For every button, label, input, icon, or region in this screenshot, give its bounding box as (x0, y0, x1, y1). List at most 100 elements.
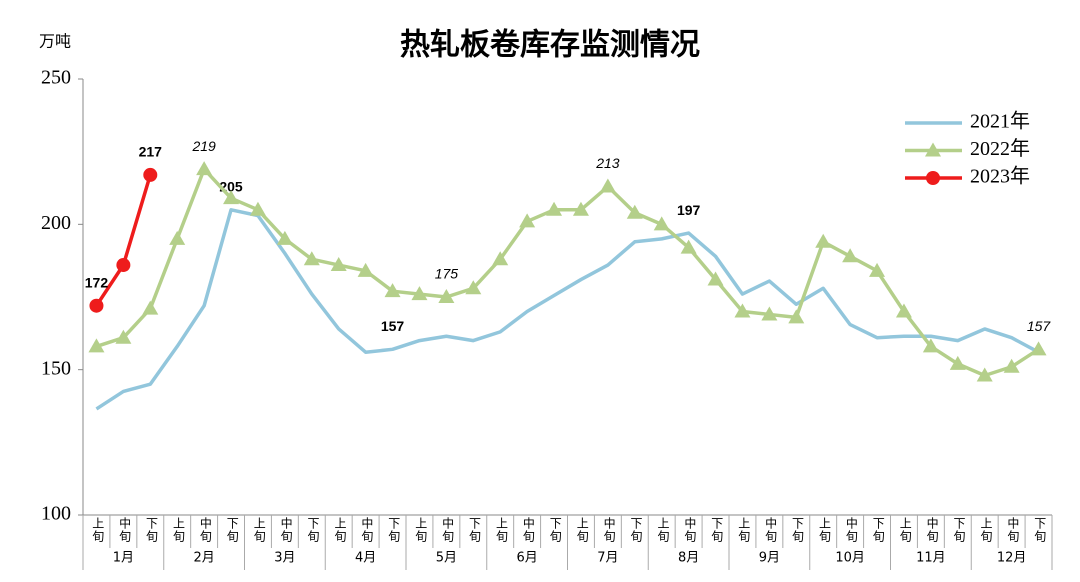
x-tick-label: 中旬 (360, 516, 374, 543)
point-marker (653, 216, 670, 231)
point-marker (1030, 341, 1047, 356)
x-tick-label: 下旬 (548, 517, 562, 543)
point-marker (249, 201, 266, 216)
data-label: 213 (595, 155, 620, 171)
point-marker (276, 230, 293, 245)
x-tick-label: 中旬 (198, 516, 212, 543)
x-tick-label: 下旬 (387, 517, 401, 543)
point-marker (926, 171, 940, 185)
y-tick-label: 100 (41, 503, 71, 525)
point-marker (88, 338, 105, 353)
data-label: 157 (1027, 318, 1052, 334)
x-tick-label: 下旬 (871, 517, 885, 543)
x-tick-label: 上旬 (91, 517, 105, 543)
point-marker (976, 367, 993, 382)
y-unit: 万吨 (39, 32, 71, 51)
point-marker (572, 201, 589, 216)
x-tick-label: 上旬 (737, 517, 751, 543)
month-label: 12月 (997, 551, 1027, 566)
x-tick-label: 下旬 (952, 517, 966, 543)
x-tick-label: 中旬 (441, 516, 455, 543)
x-tick-label: 中旬 (925, 516, 939, 543)
y-tick-label: 200 (41, 212, 71, 234)
x-tick-label: 中旬 (1006, 516, 1020, 543)
month-label: 11月 (916, 551, 946, 566)
point-marker (869, 262, 886, 277)
x-tick-label: 上旬 (252, 517, 266, 543)
month-label: 9月 (759, 551, 780, 566)
legend-label: 2022年 (970, 137, 1030, 160)
y-tick-label: 250 (41, 67, 71, 89)
point-marker (546, 201, 563, 216)
x-tick-label: 下旬 (225, 517, 239, 543)
x-tick-label: 下旬 (710, 517, 724, 543)
x-tick-label: 上旬 (414, 517, 428, 543)
point-marker (89, 298, 104, 313)
x-tick-label: 上旬 (575, 517, 589, 543)
month-label: 2月 (193, 551, 214, 566)
month-label: 8月 (678, 551, 699, 566)
point-marker (949, 355, 966, 370)
point-marker (303, 251, 320, 266)
month-label: 7月 (597, 551, 618, 566)
x-tick-label: 中旬 (844, 516, 858, 543)
point-marker (922, 338, 939, 353)
point-marker (143, 167, 158, 182)
point-marker (492, 251, 509, 266)
point-marker (761, 306, 778, 321)
point-marker (115, 329, 132, 344)
point-marker (842, 248, 859, 263)
x-tick-label: 中旬 (118, 516, 132, 543)
x-tick-label: 中旬 (764, 516, 778, 543)
x-tick-label: 上旬 (171, 517, 185, 543)
month-label: 1月 (113, 551, 134, 566)
point-marker (815, 233, 832, 248)
point-marker (142, 300, 159, 315)
series-line (95, 208, 1040, 411)
data-label: 217 (139, 144, 163, 160)
point-marker (734, 303, 751, 318)
x-tick-label: 中旬 (279, 516, 293, 543)
month-label: 5月 (436, 551, 457, 566)
point-marker (411, 286, 428, 301)
x-tick-label: 下旬 (629, 517, 643, 543)
point-marker (465, 280, 482, 295)
chart-title: 热轧板卷库存监测情况 (400, 28, 700, 63)
month-label: 3月 (274, 551, 295, 566)
data-label: 175 (435, 266, 459, 282)
month-label: 10月 (835, 551, 865, 566)
data-label: 219 (191, 138, 216, 154)
point-marker (169, 230, 186, 245)
point-marker (707, 271, 724, 286)
point-marker (925, 142, 941, 157)
point-marker (1003, 358, 1020, 373)
month-label: 4月 (355, 551, 376, 566)
data-label: 197 (677, 202, 701, 218)
x-tick-label: 下旬 (145, 517, 159, 543)
x-tick-label: 下旬 (468, 517, 482, 543)
point-marker (357, 262, 374, 277)
x-tick-label: 下旬 (306, 517, 320, 543)
x-tick-label: 中旬 (521, 516, 535, 543)
point-marker (384, 283, 401, 298)
point-marker (788, 309, 805, 324)
month-label: 6月 (516, 551, 537, 566)
x-tick-label: 上旬 (656, 517, 670, 543)
data-label: 172 (85, 274, 109, 290)
point-marker (680, 239, 697, 254)
series-line (95, 167, 1040, 378)
point-marker (438, 289, 455, 303)
x-tick-label: 上旬 (817, 517, 831, 543)
x-tick-label: 下旬 (791, 517, 805, 543)
legend-label: 2023年 (970, 165, 1030, 188)
x-tick-label: 上旬 (333, 517, 347, 543)
point-marker (330, 257, 347, 272)
y-tick-label: 150 (41, 357, 71, 379)
x-tick-label: 中旬 (602, 516, 616, 543)
x-tick-label: 中旬 (683, 516, 697, 543)
point-marker (599, 178, 616, 193)
point-marker (895, 303, 912, 318)
x-tick-label: 下旬 (1033, 517, 1047, 543)
point-marker (196, 161, 213, 176)
